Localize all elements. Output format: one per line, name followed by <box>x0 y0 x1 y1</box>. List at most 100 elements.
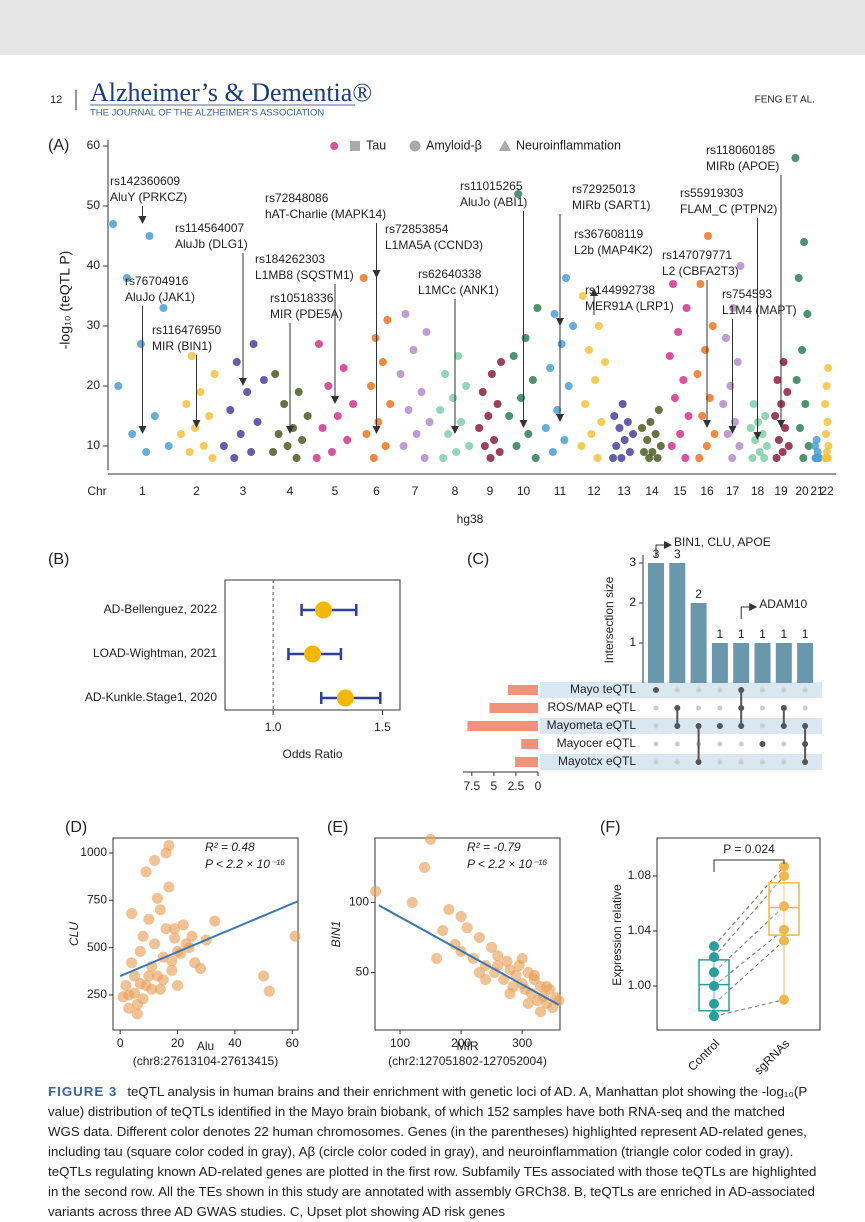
scatter-point <box>504 988 516 1000</box>
snp-point <box>303 412 312 420</box>
annotation-te: MIR (PDE5A) <box>270 307 343 321</box>
x-axis-title: Alu <box>197 1039 214 1053</box>
set-size-bar <box>508 685 538 695</box>
annotation-te: hAT-Charlie (MAPK14) <box>265 207 386 221</box>
snp-point <box>383 316 392 324</box>
matrix-dot <box>802 741 809 747</box>
bar-value-label: 2 <box>695 587 702 601</box>
x-tick-label: 22 <box>820 484 834 498</box>
annotation-snp: rs62640338 <box>418 267 482 281</box>
intersection-bar <box>648 563 664 683</box>
y-tick-label: 30 <box>87 318 101 332</box>
annotation-te: AluY (PRKCZ) <box>110 190 187 204</box>
scatter-point <box>406 896 418 908</box>
annotation-snp: rs55919303 <box>680 186 744 200</box>
annotation-te: L2b (MAP4K2) <box>574 243 653 257</box>
snp-point <box>509 352 518 360</box>
pair-line <box>713 875 785 958</box>
snp-point <box>804 442 813 450</box>
matrix-dot <box>653 687 659 693</box>
annotation-te: MIR (BIN1) <box>152 339 212 353</box>
snp-point <box>226 406 235 414</box>
snp-point <box>773 376 782 384</box>
data-point <box>709 1011 719 1022</box>
scatter-point <box>209 915 221 927</box>
snp-point <box>778 448 787 456</box>
scatter-point <box>516 953 528 965</box>
y-tick-label: 60 <box>87 138 101 152</box>
scatter-point <box>461 922 473 934</box>
snp-point <box>762 442 771 450</box>
snp-point <box>751 436 760 444</box>
snp-point <box>280 400 289 408</box>
matrix-dot-empty <box>802 687 808 693</box>
snp-point <box>422 328 431 336</box>
snp-point <box>610 412 619 420</box>
snp-point <box>425 418 434 426</box>
row-shade <box>540 754 822 770</box>
snp-point <box>755 448 764 456</box>
snp-point <box>283 442 292 450</box>
matrix-dot <box>716 723 723 729</box>
odds-ratio-point <box>314 601 332 619</box>
panel-label: (C) <box>467 551 489 568</box>
snp-point <box>705 394 714 402</box>
snp-point <box>560 436 569 444</box>
x-tick-label: 7.5 <box>463 779 480 793</box>
legend-marker <box>499 140 511 151</box>
snp-point <box>253 418 262 426</box>
odds-ratio-point <box>304 645 321 663</box>
snp-point <box>271 370 280 378</box>
matrix-dot <box>695 723 702 729</box>
matrix-dot-empty <box>696 687 702 693</box>
snp-point <box>109 220 117 228</box>
annotation-snp: rs118060185 <box>706 143 775 157</box>
bar-value-label: 1 <box>802 627 809 641</box>
snp-point <box>404 406 413 414</box>
snp-point <box>386 400 395 408</box>
snp-point <box>205 412 214 420</box>
y-tick-label: 750 <box>87 892 107 906</box>
scatter-point <box>117 991 129 1003</box>
snp-point <box>514 190 523 198</box>
scatter-point <box>431 953 443 965</box>
snp-point <box>480 442 489 450</box>
set-label: Mayocer eQTL <box>557 736 637 750</box>
annotation-te: L1MA5A (CCND3) <box>385 238 483 252</box>
snp-point <box>629 430 638 438</box>
matrix-dot-empty <box>781 687 787 693</box>
snp-point <box>339 364 348 372</box>
x-tick-label: sgRNAs <box>751 1036 792 1077</box>
journal-title: Alzheimer’s & Dementia® <box>90 78 372 107</box>
x-axis-title: Odds Ratio <box>282 747 342 761</box>
snp-point <box>569 322 578 330</box>
snp-point <box>465 442 474 450</box>
x-tick-label: 16 <box>700 484 714 498</box>
bar-value-label: 1 <box>738 627 745 641</box>
snp-point <box>247 448 256 456</box>
annotation-snp: rs142360609 <box>110 174 180 188</box>
snp-point <box>396 370 405 378</box>
scatter-point <box>149 855 161 867</box>
data-point <box>779 994 789 1005</box>
matrix-dot-empty <box>802 705 808 711</box>
snp-point <box>562 274 570 282</box>
scatter-point <box>163 881 175 893</box>
snp-point <box>791 154 800 162</box>
snp-point <box>800 238 809 246</box>
snp-point <box>366 382 375 390</box>
annotation-snp: rs72925013 <box>572 182 636 196</box>
snp-point <box>719 400 728 408</box>
snp-point <box>577 442 586 450</box>
data-point <box>709 952 719 963</box>
matrix-dot-empty <box>653 705 659 711</box>
x-tick-label: 20 <box>795 484 809 498</box>
x-tick-label: 200 <box>451 1036 471 1050</box>
snp-point <box>728 454 737 462</box>
annotation-te: MIRb (APOE) <box>706 159 779 173</box>
y-axis-title: Expression relative <box>610 884 624 986</box>
snp-point <box>656 442 665 450</box>
snp-point <box>696 280 705 288</box>
snp-point <box>444 430 453 438</box>
snp-point <box>581 400 590 408</box>
